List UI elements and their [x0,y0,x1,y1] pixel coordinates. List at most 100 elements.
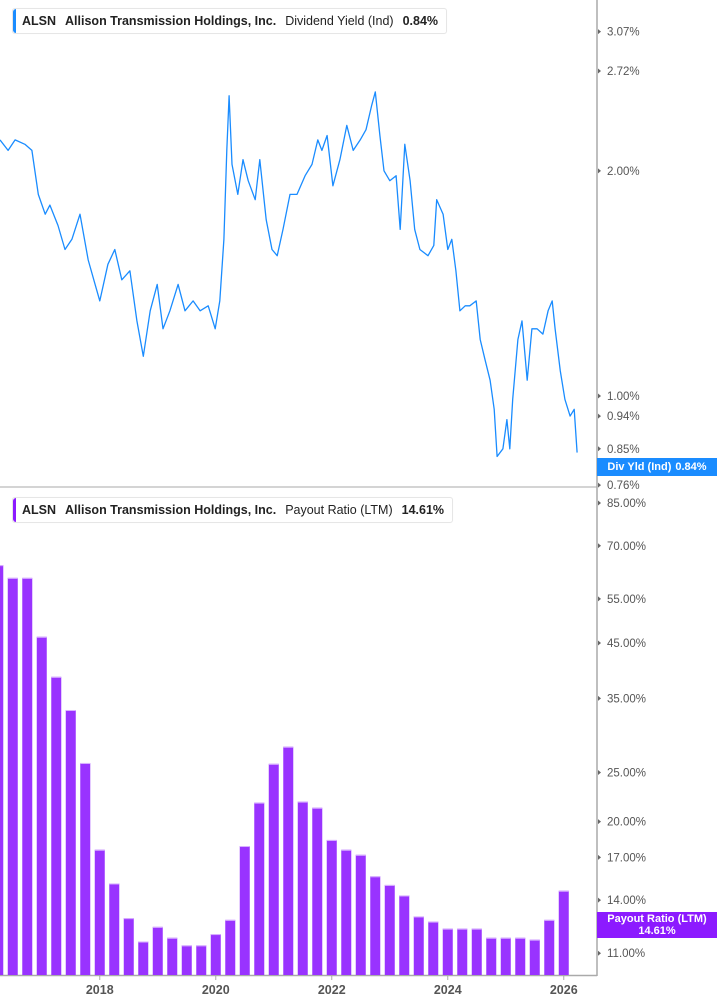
y-tick-mark [598,950,601,956]
payout-bar [109,883,120,975]
y-tick-mark [598,640,601,646]
payout-bar [0,565,4,975]
y-tick-mark [598,482,601,488]
y-tick-label: 0.76% [607,480,640,492]
payout-bar [196,945,207,975]
y-tick-label: 11.00% [607,948,645,960]
payout-bar [471,928,482,975]
payout-bar [413,916,424,975]
ticker: ALSN [22,503,57,517]
company-name: Allison Transmission Holdings, Inc. [65,14,277,28]
badge-value: 14.61% [638,925,676,937]
y-tick-mark [598,897,601,903]
y-tick-label: 85.00% [607,498,646,510]
payout-bar [515,937,526,975]
payout-bar [239,846,250,975]
series-color-marker [13,9,16,33]
y-tick-label: 17.00% [607,852,646,864]
legend-dividend-yield[interactable]: ALSN Allison Transmission Holdings, Inc.… [12,8,448,34]
payout-bar [80,762,91,975]
payout-bar [355,854,366,975]
y-tick-mark [598,413,601,419]
payout-bar [152,926,163,975]
payout-bar [326,839,337,975]
y-tick-mark [598,596,601,602]
x-tick-label: 2022 [318,983,346,997]
payout-bar [268,763,279,975]
payout-bar [370,876,381,975]
badge-label: Payout Ratio (LTM) [607,913,707,925]
series-color-marker [13,498,16,522]
y-tick-mark [598,769,601,775]
payout-bar [181,945,192,975]
y-tick-label: 70.00% [607,541,646,553]
payout-bar [442,928,453,975]
y-tick-label: 0.85% [607,444,640,456]
y-tick-label: 0.94% [607,411,640,423]
payout-bar [7,577,18,975]
y-tick-label: 2.00% [607,166,640,178]
metric-value: 0.84% [402,14,439,28]
y-tick-mark [598,819,601,825]
company-name: Allison Transmission Holdings, Inc. [65,503,277,517]
payout-bar [167,937,178,975]
y-tick-label: 55.00% [607,594,646,606]
badge-label: Div Yld (Ind) [607,461,672,473]
x-tick-label: 2024 [434,983,462,997]
y-tick-mark [598,68,601,74]
payout-bar [254,802,265,975]
y-tick-mark [598,543,601,549]
y-tick-mark [598,695,601,701]
payout-bar [341,849,352,975]
payout-bar [283,746,294,975]
y-tick-mark [598,29,601,35]
x-tick-label: 2018 [86,983,114,997]
dividend-yield-line [0,91,578,458]
payout-bar [138,941,149,975]
payout-bar [51,676,62,975]
legend-payout-ratio[interactable]: ALSN Allison Transmission Holdings, Inc.… [12,497,454,523]
y-tick-label: 20.00% [607,817,646,829]
y-tick-mark [598,393,601,399]
current-value-badge-dividend-yield: Div Yld (Ind) 0.84% [597,458,717,476]
y-tick-mark [598,500,601,506]
payout-bar [544,919,555,975]
y-tick-label: 1.00% [607,391,640,403]
payout-bar [529,939,540,975]
dividend-yield-series [0,91,578,458]
x-tick-label: 2020 [202,983,230,997]
payout-bar [210,934,221,975]
current-value-badge-payout-ratio: Payout Ratio (LTM) 14.61% [597,912,717,938]
metric-name: Dividend Yield (Ind) [285,14,394,28]
payout-bar [384,884,395,975]
y-tick-label: 14.00% [607,895,646,907]
x-tick-label: 2026 [550,983,578,997]
badge-value: 0.84% [675,461,707,473]
payout-bar [225,919,236,975]
payout-bar [36,636,47,975]
y-tick-label: 45.00% [607,638,646,650]
metric-value: 14.61% [401,503,445,517]
payout-bar [123,918,134,975]
y-tick-label: 35.00% [607,693,646,705]
y-tick-label: 25.00% [607,767,646,779]
payout-bar [312,807,323,975]
y-tick-mark [598,168,601,174]
payout-bar [486,937,497,975]
y-tick-label: 2.72% [607,66,640,78]
y-tick-mark [598,854,601,860]
payout-bar [297,801,308,975]
payout-bar [428,921,439,975]
payout-bar [94,849,105,975]
y-tick-mark [598,446,601,452]
payout-bar [500,937,511,975]
payout-bar [558,890,569,975]
payout-bar [457,928,468,975]
payout-ratio-bars [0,565,569,975]
y-tick-label: 3.07% [607,27,640,39]
metric-name: Payout Ratio (LTM) [285,503,393,517]
payout-bar [399,895,410,975]
payout-bar [22,577,33,975]
ticker: ALSN [22,14,57,28]
